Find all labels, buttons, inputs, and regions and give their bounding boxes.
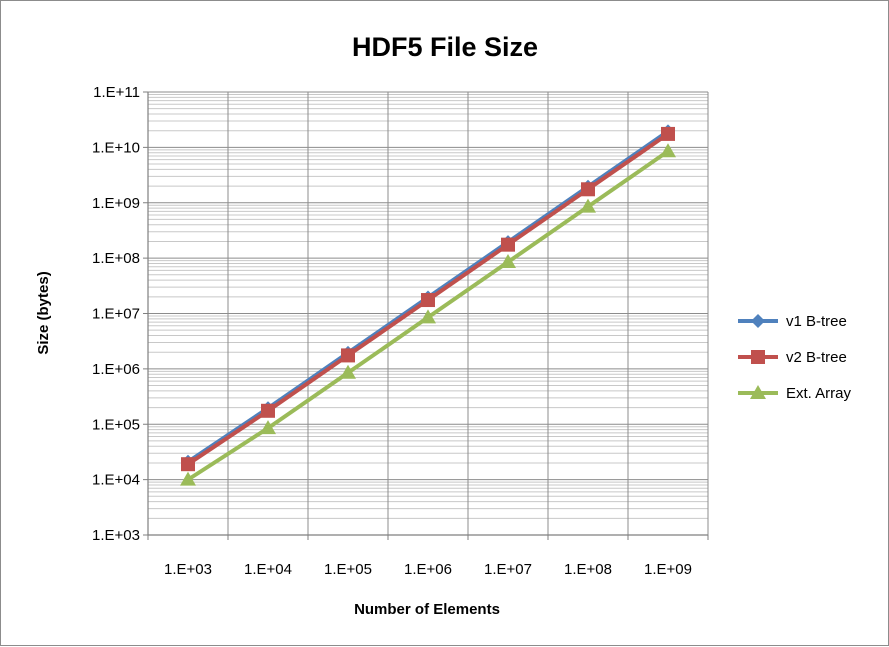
legend-marker [751,350,765,364]
legend-marker [751,314,765,328]
data-point [421,293,435,308]
x-tick-label: 1.E+07 [484,561,532,578]
y-tick-label: 1.E+06 [92,361,140,378]
series [180,124,676,486]
x-tick-label: 1.E+05 [324,561,372,578]
series-triangle [180,143,676,486]
data-point [420,309,436,324]
data-point [661,126,675,141]
legend-marker [750,385,766,399]
series-square [181,126,675,472]
legend-label: v1 B-tree [786,313,847,330]
y-tick-label: 1.E+09 [92,195,140,212]
x-tick-label: 1.E+03 [164,561,212,578]
chart-title: HDF5 File Size [352,32,538,62]
x-tick-label: 1.E+06 [404,561,452,578]
x-tick-label: 1.E+04 [244,561,292,578]
legend-label: v2 B-tree [786,349,847,366]
y-axis-title: Size (bytes) [35,271,52,354]
data-point [181,457,195,472]
grid [147,91,709,536]
legend: v1 B-tree v2 B-tree Ext. Array [738,313,852,402]
data-point [581,182,595,197]
legend-entry: v2 B-tree [738,349,847,366]
data-point [501,237,515,252]
data-point [261,403,275,418]
x-tick-label: 1.E+08 [564,561,612,578]
axes [143,91,709,540]
y-tick-label: 1.E+11 [93,84,140,101]
y-tick-label: 1.E+07 [92,306,140,323]
legend-entry: Ext. Array [738,385,852,402]
y-tick-label: 1.E+08 [92,250,140,267]
y-tick-label: 1.E+10 [92,139,140,156]
y-tick-label: 1.E+03 [92,527,140,544]
data-point [180,471,196,486]
data-point [341,348,355,363]
x-tick-label: 1.E+09 [644,561,692,578]
tick-labels: 1.E+03 1.E+04 1.E+05 1.E+06 1.E+07 1.E+08 1.E+… [92,84,692,578]
data-point [260,420,276,435]
y-tick-label: 1.E+04 [92,472,140,489]
legend-entry: v1 B-tree [738,313,847,330]
legend-label: Ext. Array [786,385,852,402]
data-point [660,143,676,158]
data-point [340,364,356,379]
x-axis-title: Number of Elements [354,601,500,618]
data-point [500,254,516,269]
data-point [580,198,596,213]
y-tick-label: 1.E+05 [92,416,140,433]
